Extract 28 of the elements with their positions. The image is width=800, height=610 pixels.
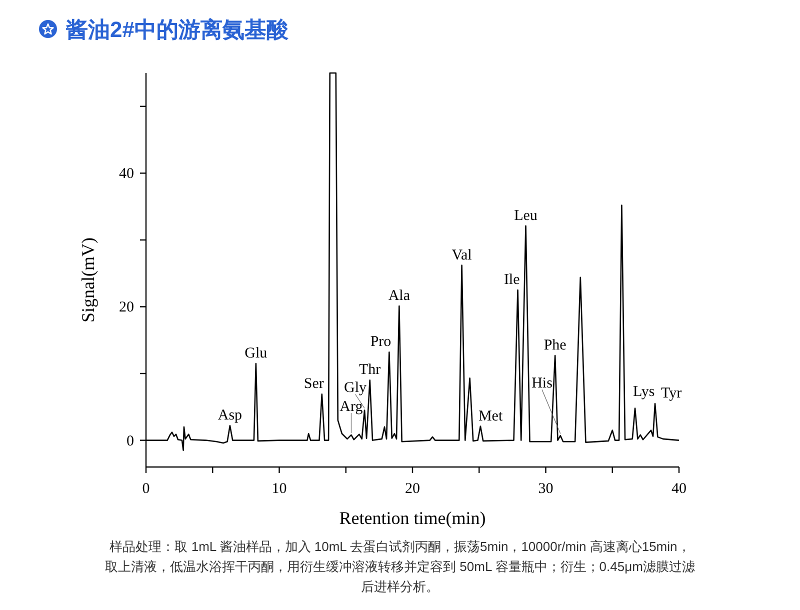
annotation: Leu	[514, 208, 538, 224]
annotation: Ala	[388, 288, 410, 304]
annotation: Phe	[544, 337, 567, 354]
x-tick-label: 30	[538, 481, 554, 497]
x-tick-label: 0	[142, 481, 150, 497]
y-tick-label: 20	[119, 300, 134, 316]
annotation: Pro	[370, 334, 392, 350]
annotation: Gly	[344, 380, 368, 396]
annotation: Lys	[633, 384, 655, 400]
annotation: Asp	[218, 408, 242, 424]
x-tick-label: 10	[272, 481, 287, 497]
x-tick-label: 20	[405, 481, 420, 497]
chart-title: 酱油2#中的游离氨基酸	[65, 17, 290, 42]
annotation: Ile	[504, 272, 520, 288]
annotation: Ser	[304, 376, 324, 392]
x-axis-title: Retention time(min)	[339, 508, 486, 528]
annotation: Glu	[244, 345, 268, 362]
annotation: His	[532, 376, 553, 392]
annotation: Val	[452, 247, 472, 264]
x-tick-label: 40	[672, 481, 686, 497]
annotation: Met	[478, 408, 504, 424]
annotation: Thr	[359, 362, 381, 378]
text: 样品处理：取 1mL 酱油样品，加入 10mL 去蛋白试剂丙酮，振荡5min，10000r/min 高速离心15min，取上清液，低温水浴挥干丙酮，用衍生缓冲溶液转移并定容到 50mL 容量瓶中；衍生；0.45μm滤膜过滤后进样分析。	[105, 538, 695, 596]
annotation: Arg	[340, 398, 364, 415]
y-axis-title: Signal(mV)	[78, 238, 98, 322]
y-tick-label: 0	[126, 433, 134, 450]
y-tick-label: 40	[119, 166, 134, 182]
annotation: Tyr	[661, 386, 682, 402]
